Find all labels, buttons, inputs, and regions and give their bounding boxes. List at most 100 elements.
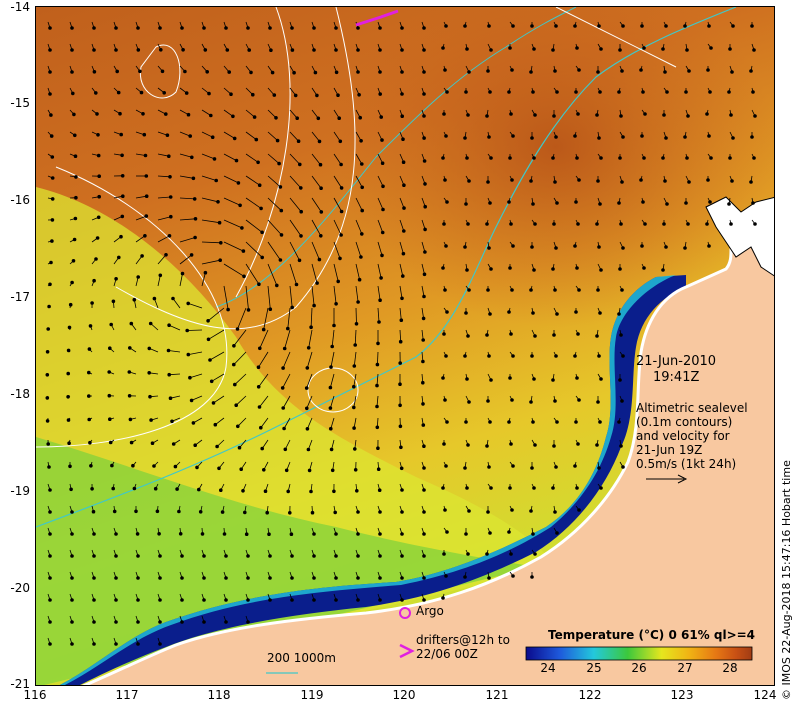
velocity-arrow-head bbox=[465, 268, 469, 272]
velocity-arrow-head bbox=[510, 288, 514, 292]
velocity-arrow-head bbox=[92, 598, 96, 602]
velocity-arrow-head bbox=[376, 341, 380, 346]
velocity-arrow-head bbox=[167, 154, 171, 159]
velocity-arrow-head bbox=[489, 156, 493, 160]
velocity-arrow bbox=[201, 241, 221, 244]
velocity-arrow-head bbox=[72, 133, 77, 138]
velocity-arrow bbox=[330, 351, 335, 368]
velocity-arrow-head bbox=[281, 406, 286, 410]
velocity-arrow-head bbox=[444, 464, 448, 468]
velocity-arrow-head bbox=[351, 405, 356, 410]
velocity-arrow-head bbox=[463, 245, 467, 249]
velocity-arrow-head bbox=[598, 90, 602, 94]
velocity-arrow-head bbox=[219, 488, 223, 493]
velocity-arrow-head bbox=[730, 179, 734, 183]
velocity-arrow-head bbox=[420, 380, 425, 385]
velocity-arrow-head bbox=[353, 343, 358, 347]
velocity-arrow-head bbox=[334, 48, 338, 52]
velocity-arrow-head bbox=[463, 354, 467, 358]
velocity-arrow-head bbox=[180, 271, 185, 276]
velocity-arrow-head bbox=[136, 598, 140, 602]
velocity-arrow-head bbox=[48, 510, 52, 514]
velocity-arrow-head bbox=[193, 217, 198, 221]
velocity-arrow-head bbox=[95, 112, 99, 116]
velocity-arrow-head bbox=[529, 288, 533, 292]
coastline-islands bbox=[705, 196, 774, 277]
velocity-arrow-head bbox=[70, 642, 74, 646]
velocity-arrow-head bbox=[643, 222, 647, 226]
velocity-arrow-head bbox=[136, 576, 140, 580]
velocity-arrow-head bbox=[423, 227, 427, 232]
velocity-arrow-head bbox=[235, 327, 240, 331]
temperature-colorbar bbox=[525, 646, 753, 661]
velocity-arrow-head bbox=[554, 465, 558, 469]
velocity-arrow-head bbox=[463, 466, 467, 470]
bathymetry-label: 200 1000m bbox=[267, 651, 336, 665]
velocity-arrow-head bbox=[191, 421, 196, 425]
velocity-arrow-head bbox=[315, 93, 319, 98]
velocity-arrow-head bbox=[48, 532, 52, 536]
velocity-arrow-head bbox=[730, 70, 734, 74]
velocity-arrow-head bbox=[400, 48, 404, 52]
velocity-arrow-head bbox=[377, 320, 381, 324]
velocity-arrow-head bbox=[551, 267, 555, 271]
velocity-arrow-head bbox=[352, 364, 357, 368]
velocity-arrow-head bbox=[464, 532, 468, 536]
velocity-arrow-head bbox=[530, 354, 534, 358]
velocity-arrow bbox=[201, 153, 215, 160]
velocity-arrow-head bbox=[281, 366, 285, 370]
velocity-arrow-head bbox=[339, 233, 343, 237]
velocity-arrow-head bbox=[48, 26, 52, 30]
velocity-arrow-head bbox=[50, 218, 55, 222]
velocity-arrow-head bbox=[224, 576, 228, 580]
velocity-arrow-head bbox=[312, 532, 316, 536]
velocity-arrow-head bbox=[305, 366, 310, 370]
velocity-arrow bbox=[157, 175, 171, 178]
velocity-arrow-head bbox=[533, 552, 537, 556]
velocity-arrow bbox=[399, 285, 403, 299]
velocity-arrow-head bbox=[728, 47, 732, 51]
velocity-arrow-head bbox=[423, 250, 427, 254]
velocity-arrow-head bbox=[530, 136, 534, 140]
velocity-arrow-head bbox=[467, 288, 471, 292]
velocity-arrow bbox=[223, 285, 229, 310]
velocity-arrow-head bbox=[184, 91, 189, 95]
velocity-arrow-head bbox=[664, 245, 668, 249]
velocity-arrow-head bbox=[530, 466, 534, 470]
velocity-arrow-head bbox=[533, 334, 537, 338]
velocity-arrow-head bbox=[378, 48, 382, 52]
velocity-arrow-head bbox=[488, 201, 492, 205]
velocity-arrow bbox=[355, 285, 359, 303]
velocity-arrow-head bbox=[375, 425, 380, 430]
velocity-arrow-head bbox=[46, 327, 51, 331]
velocity-arrow-head bbox=[202, 554, 206, 558]
velocity-arrow-head bbox=[242, 274, 246, 279]
velocity-arrow-head bbox=[400, 488, 404, 492]
velocity-arrow-head bbox=[507, 420, 511, 424]
velocity-arrow-head bbox=[381, 184, 385, 189]
velocity-arrow-head bbox=[555, 201, 559, 205]
velocity-arrow-head bbox=[358, 115, 363, 120]
velocity-arrow-head bbox=[686, 222, 690, 226]
drifter-icon bbox=[399, 643, 415, 659]
velocity-arrow bbox=[399, 197, 405, 209]
velocity-arrow-head bbox=[202, 620, 206, 624]
velocity-arrow-head bbox=[218, 258, 223, 263]
velocity-arrow-head bbox=[193, 443, 198, 448]
velocity-arrow-head bbox=[511, 24, 515, 28]
velocity-arrow-head bbox=[400, 598, 404, 602]
velocity-arrow-head bbox=[398, 339, 403, 344]
velocity-arrow-head bbox=[269, 48, 273, 52]
velocity-arrow bbox=[377, 285, 381, 301]
velocity-arrow-head bbox=[66, 371, 71, 376]
velocity-arrow bbox=[284, 329, 291, 349]
velocity-arrow bbox=[311, 197, 322, 213]
velocity-arrow-head bbox=[73, 216, 78, 221]
velocity-arrow-head bbox=[168, 396, 173, 401]
velocity-arrow bbox=[307, 417, 313, 429]
velocity-arrow-head bbox=[48, 554, 52, 558]
velocity-arrow bbox=[355, 175, 363, 188]
velocity-arrow-head bbox=[144, 194, 149, 199]
velocity-arrow-head bbox=[621, 354, 625, 358]
velocity-arrow-head bbox=[529, 179, 533, 183]
